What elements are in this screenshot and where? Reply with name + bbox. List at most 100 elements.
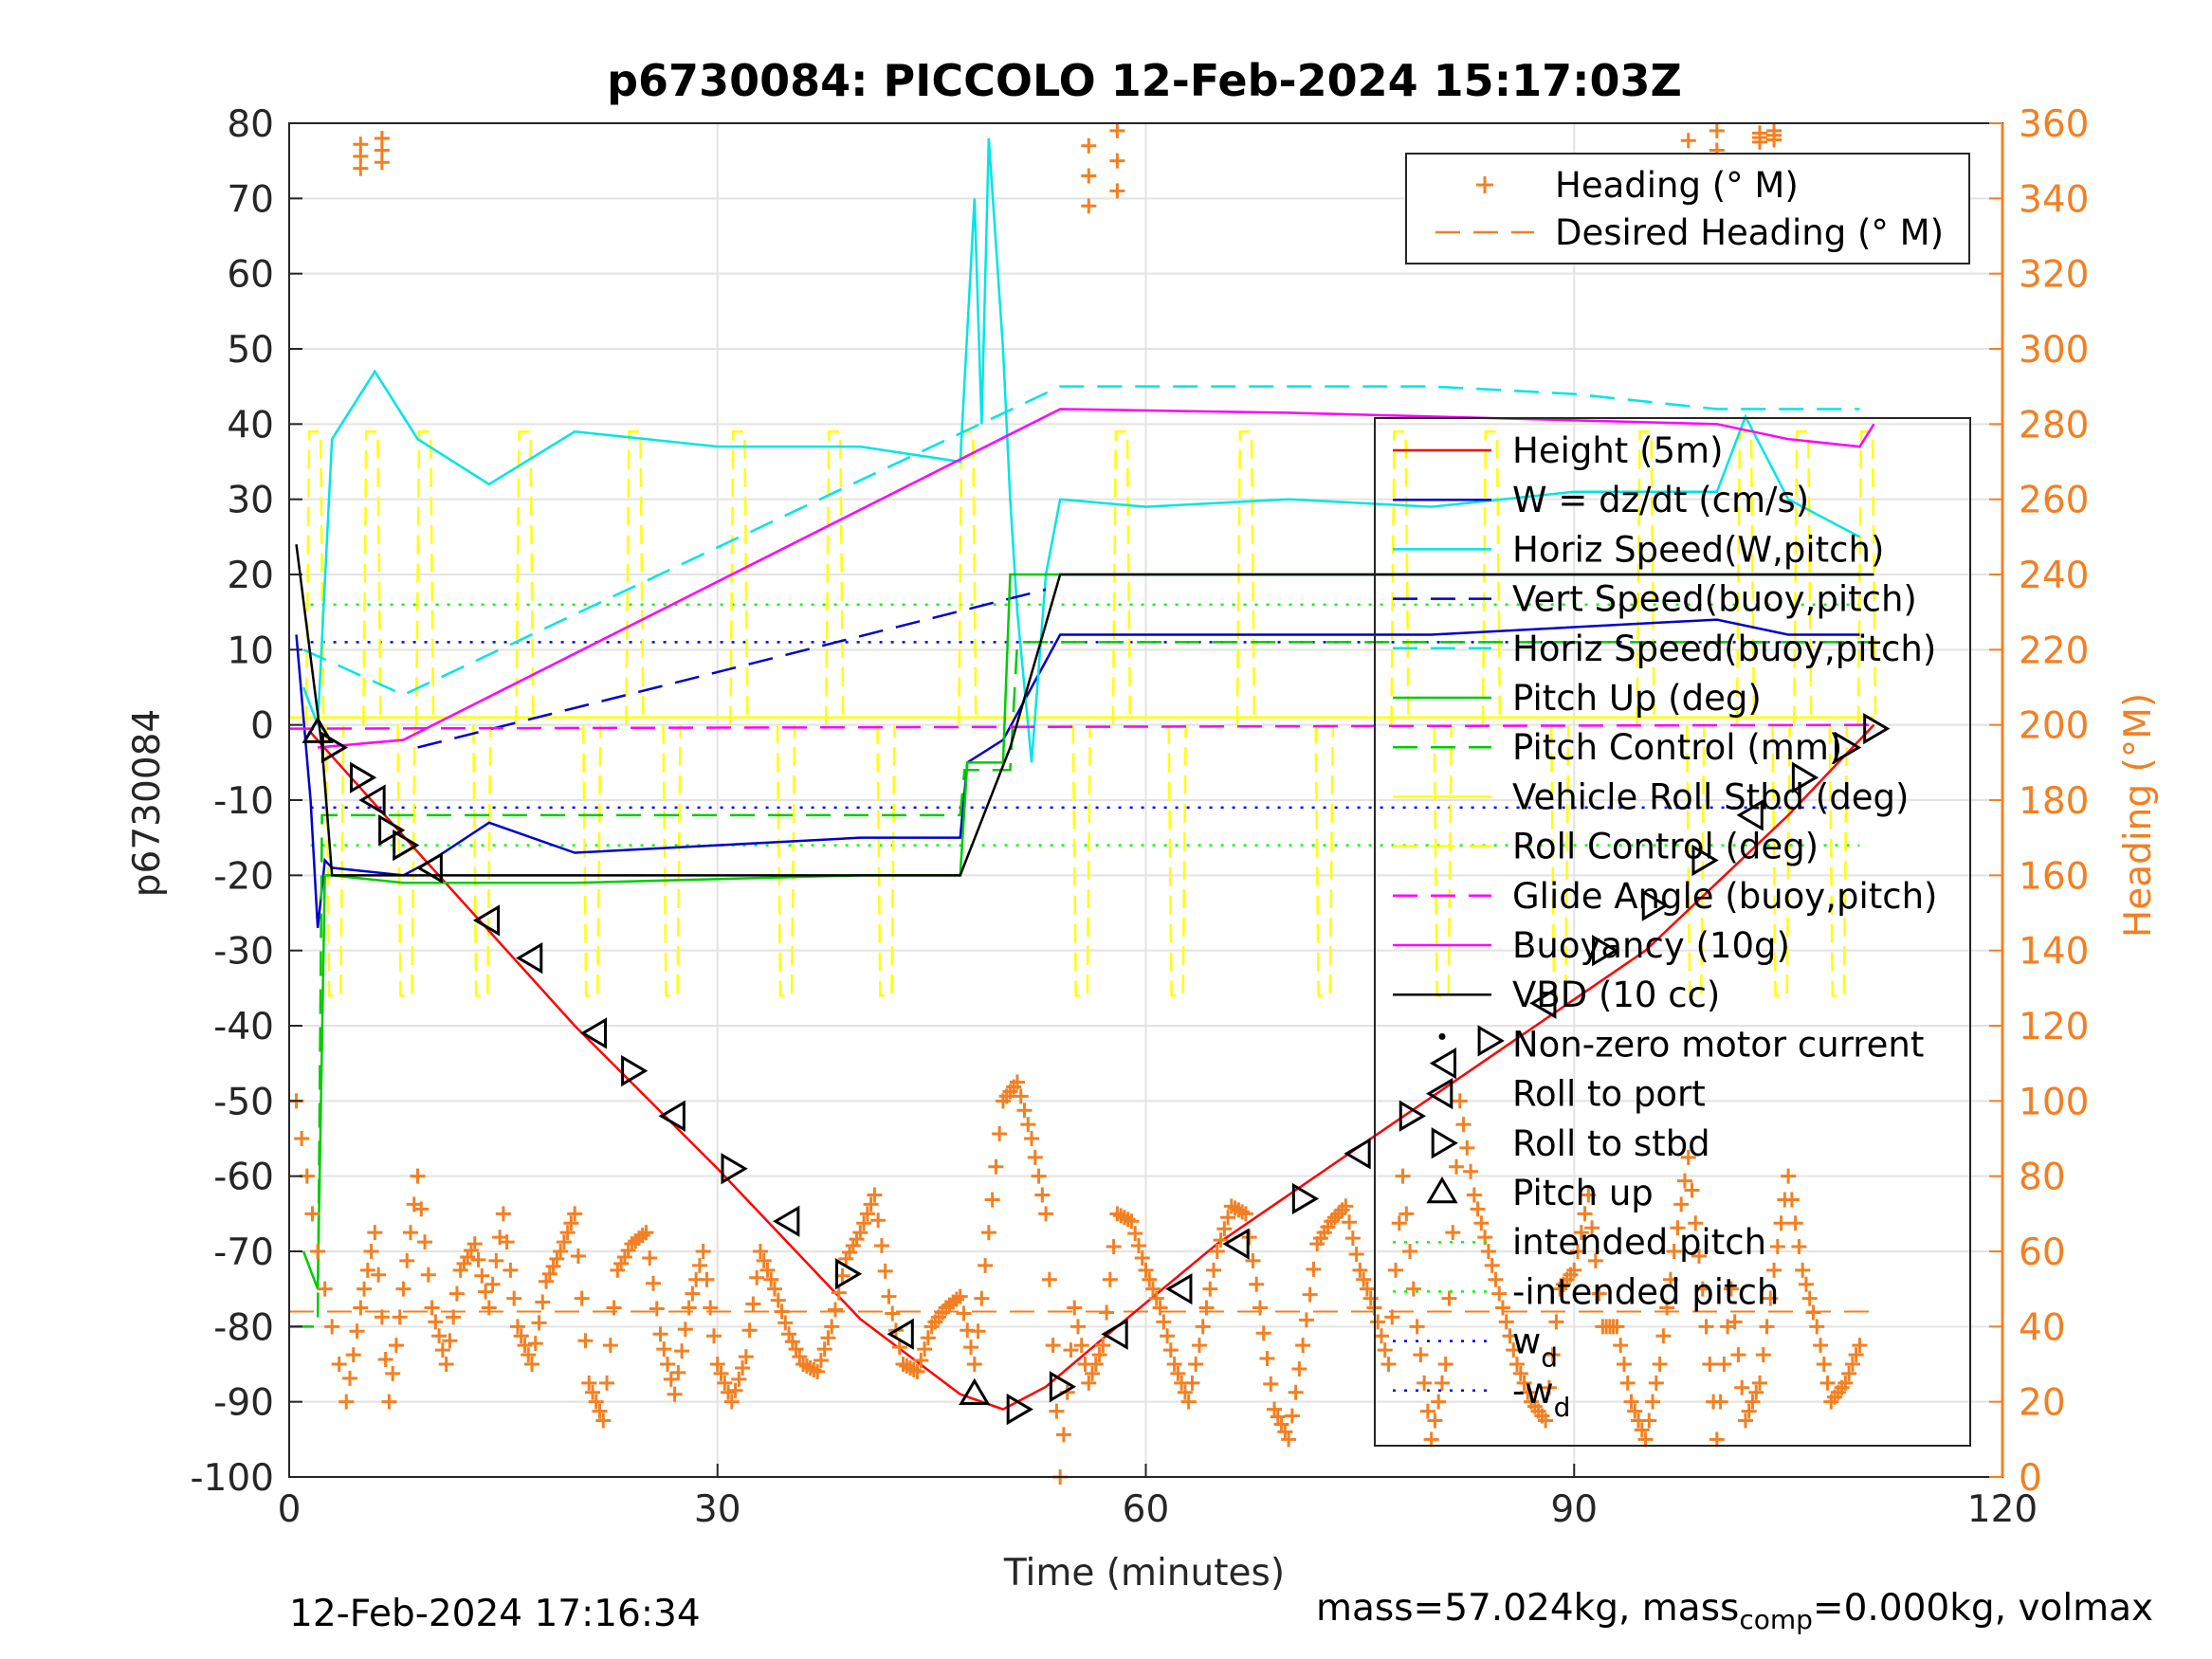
heading-point — [1423, 1431, 1439, 1448]
heading-point — [363, 1244, 379, 1259]
heading-point — [649, 1301, 665, 1317]
heading-point — [948, 1291, 964, 1307]
heading-point — [677, 1322, 693, 1338]
heading-point — [842, 1244, 858, 1260]
roll-marker — [1291, 1182, 1320, 1215]
heading-point — [1795, 1262, 1811, 1278]
y-tick-label: -40 — [213, 1006, 274, 1048]
heading-point — [392, 1309, 408, 1325]
heading-point — [541, 1266, 558, 1282]
heading-point — [513, 1328, 529, 1344]
heading-points — [288, 122, 1868, 1485]
heading-point — [1673, 1196, 1690, 1212]
heading-point — [974, 1290, 990, 1306]
heading-point — [1419, 1403, 1435, 1419]
chart-title: p6730084: PICCOLO 12-Feb-2024 15:17:03Z — [607, 55, 1682, 106]
heading-point — [1288, 1384, 1304, 1400]
roll-control-pulses — [289, 430, 1877, 997]
heading-point — [1067, 1300, 1083, 1316]
heading-point — [1334, 1202, 1350, 1218]
heading-point — [1787, 1215, 1803, 1231]
heading-point — [1109, 122, 1125, 138]
heading-point — [1452, 1093, 1468, 1109]
heading-point — [634, 1228, 650, 1244]
heading-point — [428, 1314, 444, 1330]
y-tick-label: 0 — [250, 705, 274, 748]
heading-point — [395, 1281, 411, 1297]
heading-point — [1302, 1286, 1318, 1303]
heading-point — [563, 1215, 579, 1231]
heading-point — [1813, 1338, 1829, 1354]
heading-point — [820, 1330, 836, 1346]
heading-point — [1484, 1257, 1500, 1273]
heading-point — [792, 1349, 808, 1365]
footer-timestamp: 12-Feb-2024 17:16:34 — [289, 1593, 701, 1635]
heading-point — [1342, 1214, 1358, 1231]
heading-point — [1473, 1215, 1490, 1231]
legend-label: Buoyancy (10g) — [1512, 925, 1790, 966]
roll-control-pulse — [1481, 430, 1502, 725]
heading-point — [845, 1238, 861, 1254]
heading-point — [1516, 1375, 1532, 1391]
heading-point — [577, 1333, 594, 1349]
heading-point — [1748, 1384, 1764, 1400]
heading-point — [527, 1336, 543, 1352]
series-line — [417, 588, 1047, 749]
roll-marker — [349, 761, 377, 793]
heading-point — [1245, 1252, 1261, 1268]
roll-control-pulse — [824, 430, 845, 725]
heading-point — [1380, 1357, 1397, 1372]
heading-point — [521, 1347, 537, 1363]
heading-point — [984, 1192, 1000, 1208]
heading-point — [1545, 1347, 1561, 1363]
heading-point — [367, 1225, 383, 1241]
heading-point — [824, 1319, 840, 1335]
heading-point — [752, 1244, 768, 1259]
heading-point — [745, 1296, 761, 1312]
heading-point — [766, 1281, 782, 1297]
heading-point — [1356, 1271, 1372, 1287]
heading-point — [1441, 1290, 1457, 1306]
heading-point — [685, 1285, 701, 1302]
heading-point — [852, 1225, 868, 1241]
heading-point — [774, 1304, 790, 1320]
heading-point — [1455, 1117, 1472, 1133]
roll-control-pulse — [1111, 430, 1132, 725]
heading-point — [1099, 1304, 1115, 1321]
roll-marker — [393, 829, 420, 862]
heading-point — [1038, 1206, 1054, 1222]
legend-box — [1374, 417, 1971, 1447]
roll-control-pulse — [876, 724, 896, 997]
heading-point — [1577, 1206, 1593, 1222]
heading-point — [691, 1257, 707, 1273]
roll-control-pulse — [362, 430, 382, 725]
heading-point — [381, 1394, 397, 1410]
heading-point — [1437, 1357, 1453, 1372]
heading-point — [399, 1252, 415, 1268]
heading-point — [816, 1341, 832, 1358]
x-tick-label: 90 — [1550, 1488, 1598, 1531]
roll-marker — [415, 851, 443, 884]
heading-point — [749, 1269, 765, 1285]
heading-point — [1395, 1168, 1411, 1184]
heading-point — [810, 1363, 826, 1379]
heading-point — [1091, 1347, 1107, 1363]
heading-point — [1085, 1365, 1101, 1381]
roll-marker — [1863, 713, 1891, 745]
heading-point — [356, 1281, 373, 1297]
heading-point — [741, 1322, 758, 1339]
heading-point — [670, 1364, 686, 1380]
heading-point — [1466, 1187, 1482, 1203]
heading-point — [1709, 122, 1725, 138]
heading-point — [610, 1262, 626, 1278]
legend-label: Pitch up — [1512, 1173, 1654, 1213]
y2-tick-label: 0 — [2019, 1457, 2042, 1500]
heading-point — [1809, 1319, 1825, 1335]
heading-point — [802, 1359, 818, 1376]
heading-point — [1195, 1319, 1211, 1335]
roll-marker — [1165, 1273, 1193, 1305]
heading-point — [1162, 1342, 1179, 1358]
y2-tick-label: 320 — [2019, 254, 2089, 297]
roll-control-pulse — [662, 724, 682, 997]
y2-tick-label: 280 — [2019, 404, 2089, 447]
